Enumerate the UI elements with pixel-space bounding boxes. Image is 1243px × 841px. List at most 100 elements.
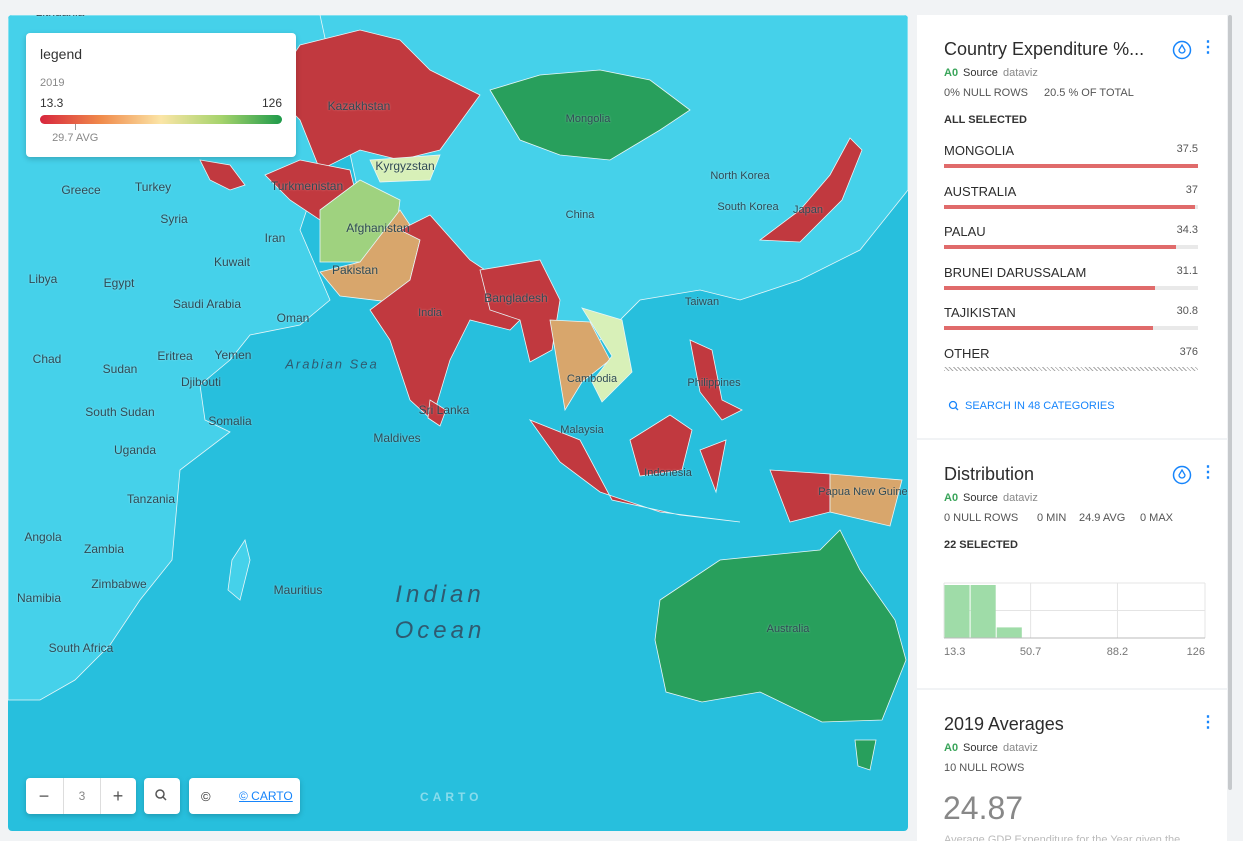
category-name[interactable]: PALAU — [944, 224, 986, 239]
widget-stat: 24.9 AVG — [1079, 512, 1126, 524]
zoom-level: 3 — [63, 778, 101, 814]
widget-icon[interactable] — [1172, 40, 1192, 60]
source-id: A0 — [944, 492, 959, 504]
category-name[interactable]: OTHER — [944, 345, 990, 361]
country — [549, 319, 611, 412]
map-label: Oman — [276, 311, 310, 325]
map-label: Turkey — [134, 180, 172, 194]
zoom-out[interactable]: − — [38, 786, 50, 806]
category-bar[interactable] — [944, 245, 1177, 249]
widget-stat: 0 MAX — [1140, 512, 1174, 524]
country — [829, 473, 903, 527]
search-button[interactable] — [144, 778, 180, 814]
map-label: North Korea — [710, 170, 770, 182]
histogram-bar[interactable] — [944, 585, 970, 638]
category-name[interactable]: MONGOLIA — [944, 143, 1015, 158]
map-label: Zambia — [83, 542, 125, 556]
widget-menu[interactable]: ⋮ — [1200, 39, 1216, 56]
widget-title: Distribution — [944, 464, 1035, 484]
map-label: Kyrgyzstan — [375, 159, 435, 173]
map-label: Djibouti — [180, 375, 222, 389]
sea-label: Indian Ocean — [394, 581, 486, 644]
search-handle — [955, 407, 959, 411]
attribution-link[interactable]: © CARTO — [239, 789, 293, 803]
widget-icon[interactable] — [1172, 465, 1192, 485]
legend-avg-label: 29.7 AVG — [52, 132, 99, 144]
category-bar[interactable] — [944, 164, 1198, 168]
selection-count: ALL SELECTED — [944, 114, 1027, 126]
widget-stat: 20.5 % OF TOTAL — [1044, 87, 1134, 99]
map-label: Somalia — [208, 414, 252, 428]
scrollbar[interactable] — [1228, 15, 1232, 790]
land — [227, 539, 251, 601]
search-icon — [155, 789, 167, 801]
histogram — [943, 582, 1206, 639]
formula-description: Average GDP Expenditure for the Year giv… — [944, 834, 1181, 841]
widget-menu[interactable]: ⋮ — [1200, 464, 1216, 481]
x-tick-label: 126 — [1186, 646, 1205, 658]
category-name[interactable]: TAJIKISTAN — [944, 305, 1016, 320]
map[interactable]: Lithuania Kazakhstan Mongolia Kyrgyzstan Tur… — [8, 15, 908, 831]
sea-label: Arabian Sea — [285, 356, 379, 372]
map-label: Cambodia — [566, 373, 618, 385]
x-tick-label: 50.7 — [1019, 646, 1042, 658]
widget-menu[interactable]: ⋮ — [1200, 714, 1216, 731]
map-label: Syria — [160, 212, 188, 226]
map-label: Turkmenistan — [270, 179, 344, 193]
map-label: South Sudan — [85, 405, 155, 419]
category-value: 37 — [1185, 183, 1198, 196]
map-label: Papua New Guinea — [818, 486, 908, 498]
source-name: dataviz — [1003, 742, 1038, 754]
icon-drop — [1178, 43, 1186, 54]
legend-subtitle: 2019 — [40, 77, 65, 89]
category-name[interactable]: AUSTRALIA — [944, 183, 1017, 199]
map-label: Mongolia — [565, 113, 611, 125]
source-id: A0 — [944, 67, 959, 79]
country — [581, 307, 633, 403]
map-label: China — [565, 209, 595, 221]
legend-max: 126 — [261, 96, 282, 110]
category-value: 30.8 — [1176, 305, 1198, 317]
country — [528, 419, 741, 523]
zoom-in[interactable]: + — [112, 786, 124, 806]
histogram-bar[interactable] — [970, 585, 996, 638]
country — [689, 339, 743, 421]
map-label: Egypt — [103, 276, 135, 290]
category-bar[interactable] — [944, 326, 1153, 330]
category-bar[interactable] — [944, 285, 1155, 290]
map-label: Angola — [24, 530, 62, 544]
country — [758, 137, 863, 243]
map-label: Indonesia — [644, 467, 692, 479]
map-label: Uganda — [113, 443, 157, 457]
map-label: India — [418, 307, 442, 319]
country — [699, 439, 727, 494]
legend-min: 13.3 — [40, 96, 64, 110]
legend-ramp — [40, 115, 282, 124]
map-label: Bangladesh — [484, 291, 548, 305]
histogram-bar[interactable] — [996, 627, 1022, 638]
source-name: dataviz — [1003, 67, 1038, 79]
country — [489, 69, 691, 161]
map-label: Malaysia — [560, 424, 604, 436]
map-label: Sri Lanka — [418, 403, 470, 417]
copyright[interactable]: © — [201, 789, 211, 804]
search-link[interactable]: SEARCH IN 48 CATEGORIES — [965, 400, 1115, 412]
widget-stat: 10 NULL ROWS — [944, 762, 1025, 774]
selection-count: 22 SELECTED — [944, 539, 1018, 551]
category-bar[interactable] — [944, 204, 1195, 209]
category-name[interactable]: BRUNEI DARUSSALAM — [944, 264, 1087, 280]
legend: legend 2019 13.3 126 29.7 AVG — [26, 33, 296, 157]
country — [369, 154, 441, 183]
icon-ring — [1172, 40, 1192, 60]
country — [629, 414, 693, 477]
map-label: Taiwan — [684, 296, 720, 308]
legend-title: legend — [40, 46, 83, 62]
map-label: Maldives — [373, 431, 421, 445]
map-label: South Africa — [48, 641, 114, 655]
x-tick-label: 88.2 — [1106, 646, 1129, 658]
map-label: Japan — [793, 204, 823, 216]
widget-title: 2019 Averages — [944, 714, 1064, 734]
country — [427, 399, 447, 427]
source-label: Source — [963, 67, 998, 79]
